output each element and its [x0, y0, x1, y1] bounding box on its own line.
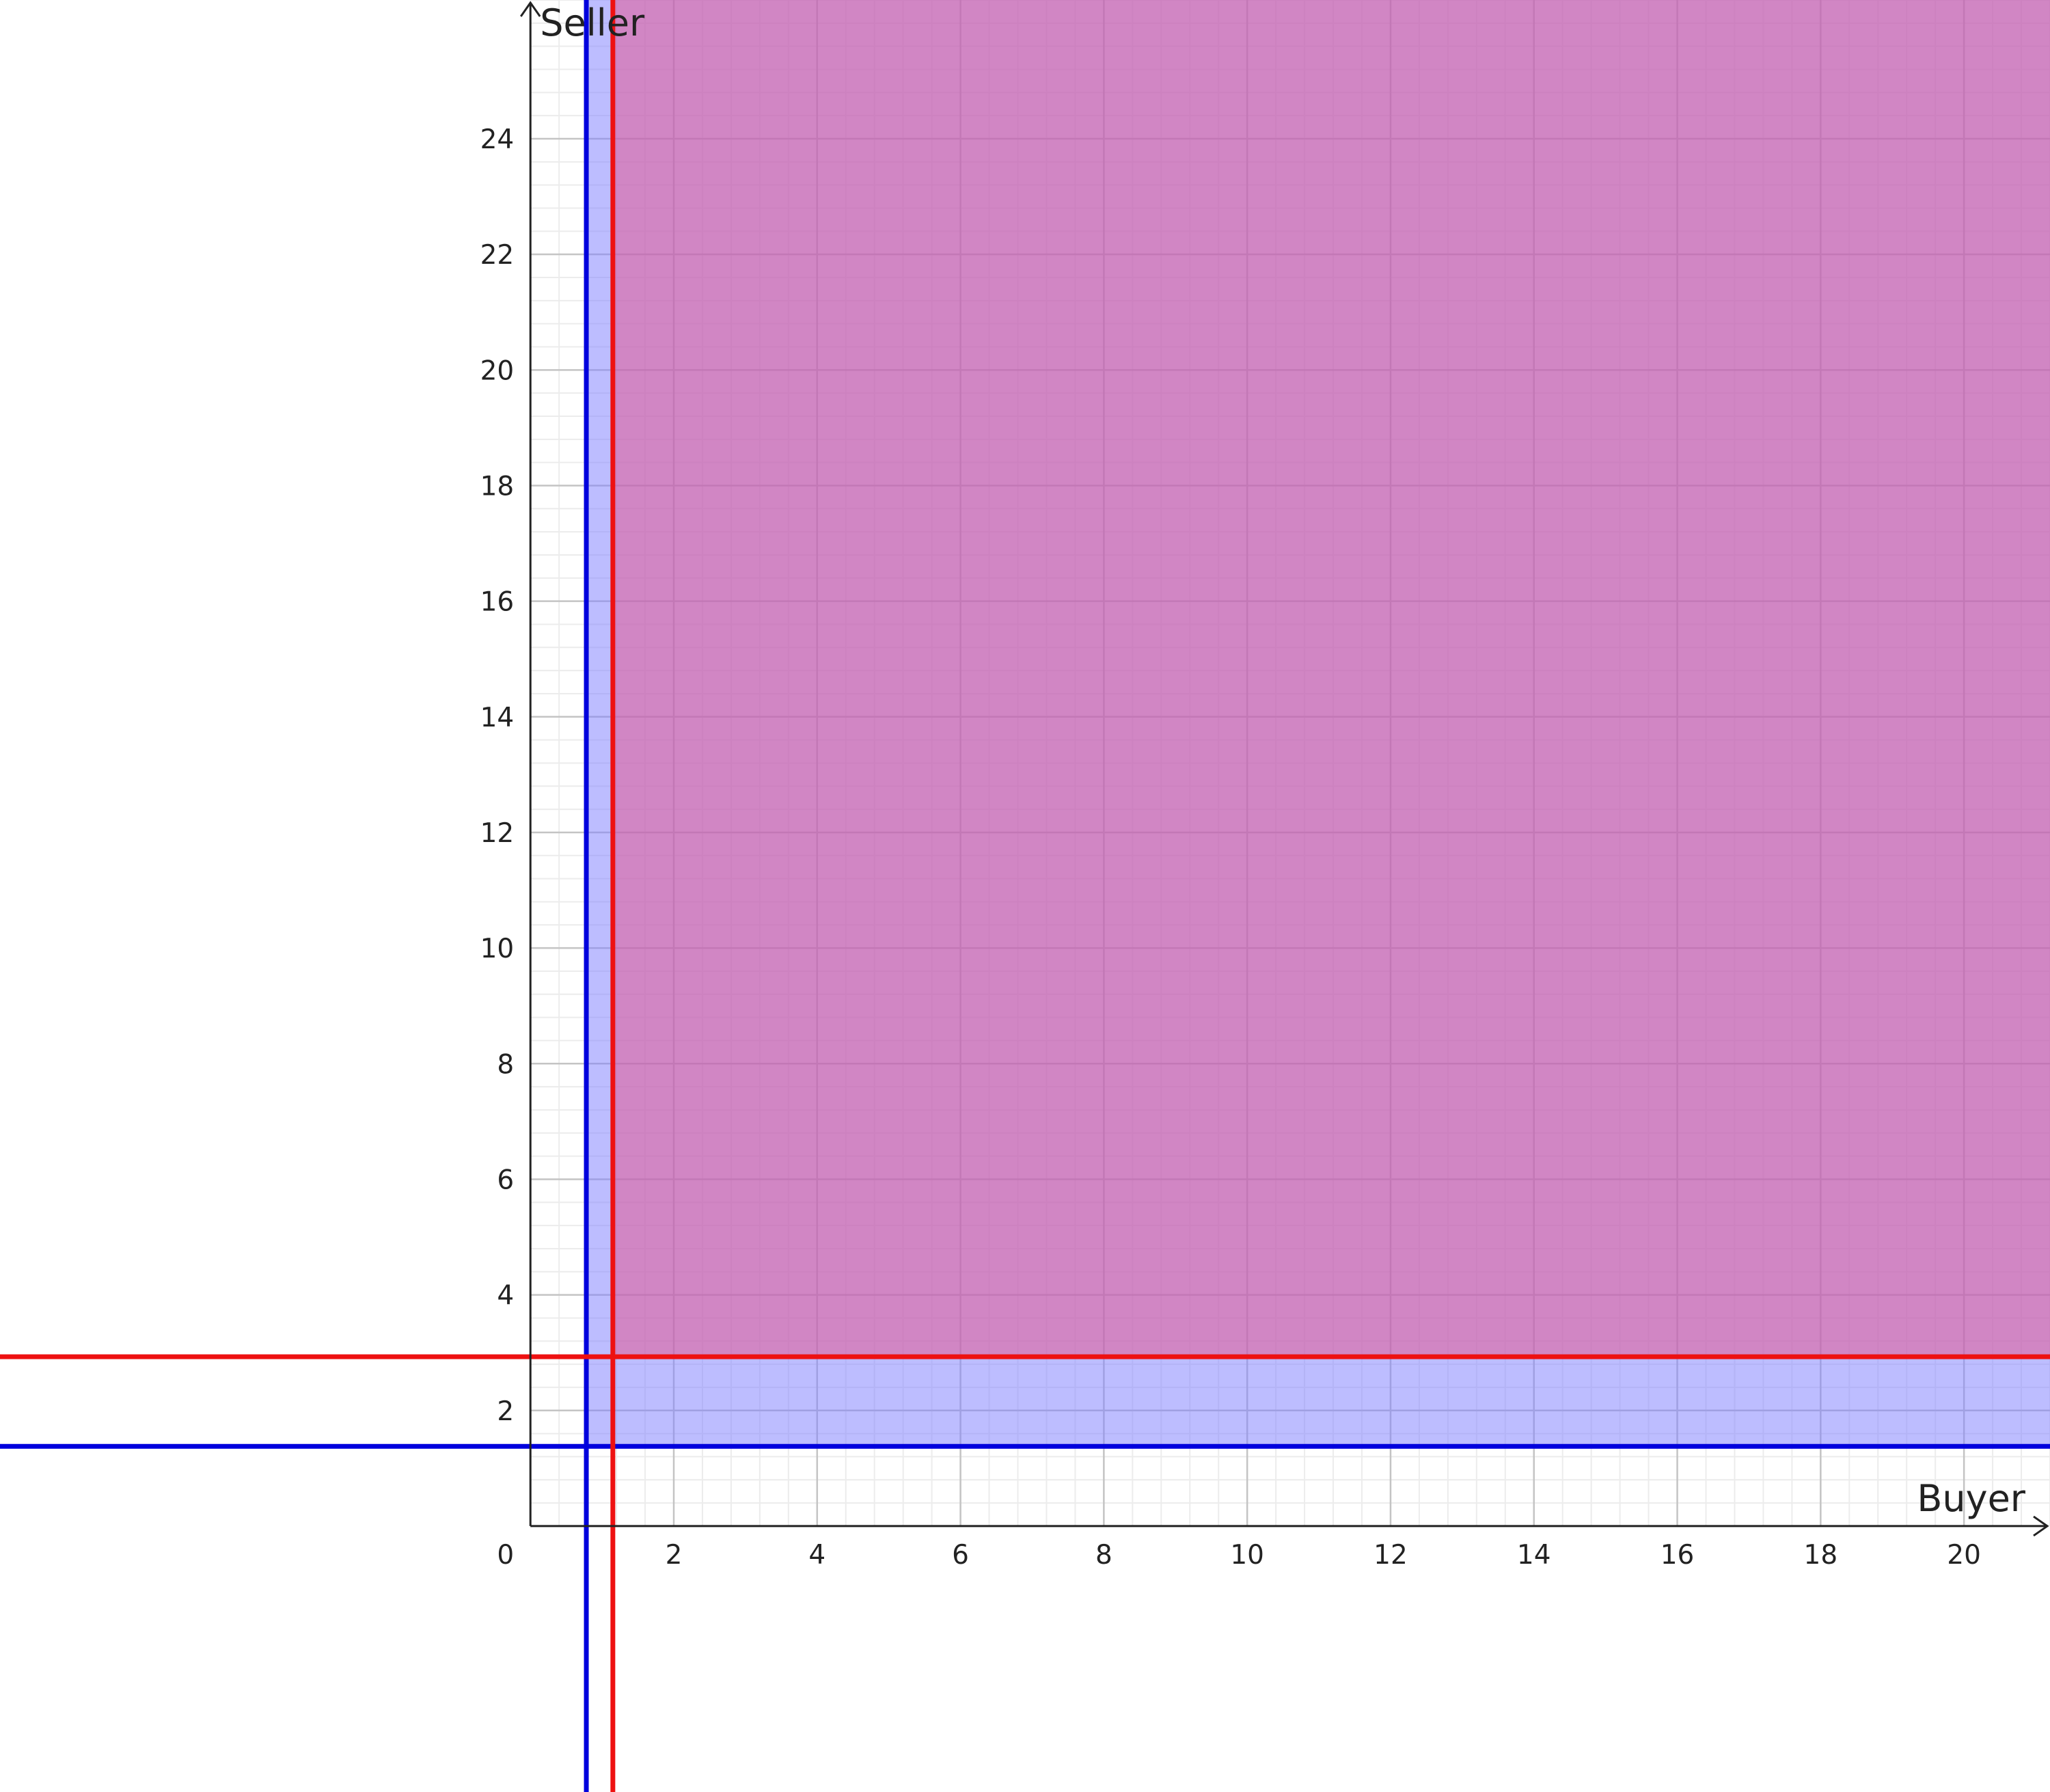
x-tick-label: 14: [1517, 1540, 1551, 1571]
x-tick-label: 16: [1660, 1540, 1695, 1571]
y-axis-title: Seller: [540, 1, 645, 44]
x-axis-title: Buyer: [1917, 1477, 2025, 1520]
y-tick-label: 22: [480, 240, 515, 271]
y-tick-label: 8: [497, 1049, 514, 1080]
y-tick-label: 12: [480, 818, 515, 849]
x-tick-label: 18: [1804, 1540, 1838, 1571]
x-axis-arrow: [2033, 1515, 2049, 1537]
x-tick-label: 20: [1947, 1540, 1981, 1571]
x-tick-label: 4: [808, 1540, 825, 1571]
y-tick-label: 20: [480, 355, 515, 386]
y-tick-label: 18: [480, 471, 515, 502]
region-2: [612, 0, 2050, 1357]
x-tick-label: 10: [1230, 1540, 1264, 1571]
feasible-regions: [586, 0, 2050, 1447]
y-tick-label: 24: [480, 124, 515, 155]
y-tick-label: 16: [480, 587, 515, 618]
y-tick-label: 14: [480, 703, 515, 733]
y-tick-label: 2: [497, 1396, 514, 1427]
x-tick-label: 12: [1374, 1540, 1408, 1571]
axes: [519, 1, 2049, 1537]
origin-label: 0: [497, 1540, 514, 1571]
y-axis-arrow: [519, 1, 541, 17]
x-tick-label: 2: [666, 1540, 683, 1571]
x-tick-label: 8: [1095, 1540, 1112, 1571]
y-tick-label: 10: [480, 934, 515, 964]
y-tick-label: 4: [497, 1281, 514, 1312]
x-tick-label: 6: [952, 1540, 969, 1571]
y-tick-label: 6: [497, 1165, 514, 1195]
